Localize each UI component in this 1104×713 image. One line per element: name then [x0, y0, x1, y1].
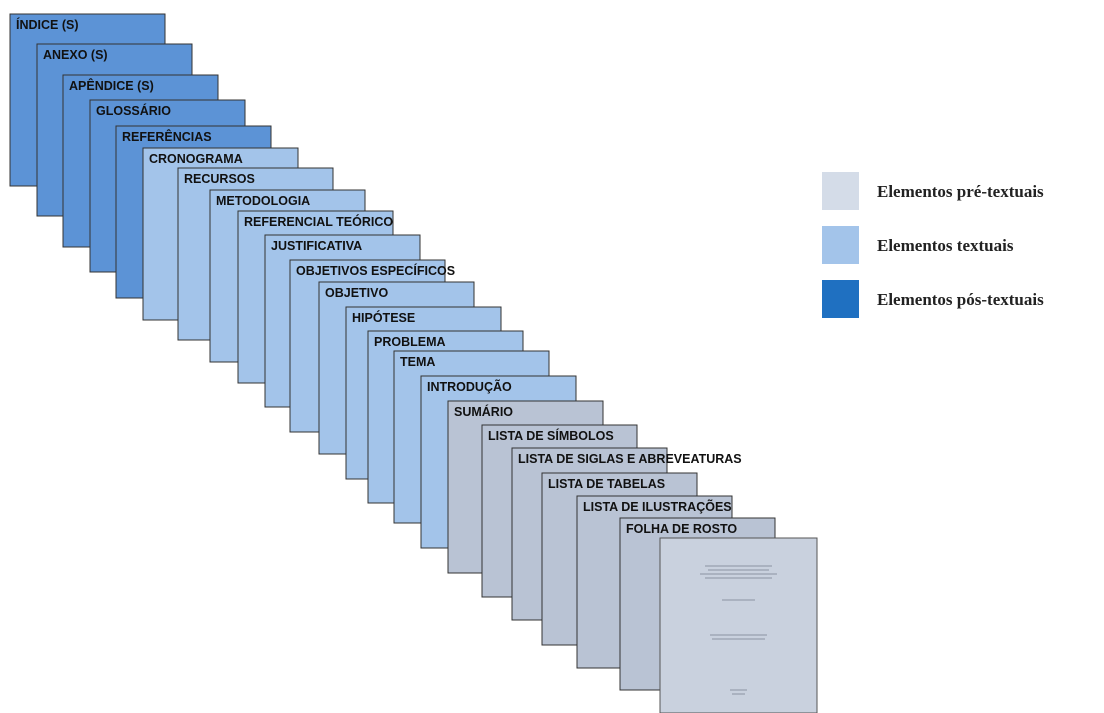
page-label: JUSTIFICATIVA: [271, 239, 362, 253]
page-label: REFERENCIAL TEÓRICO: [244, 214, 393, 229]
page-label: HIPÓTESE: [352, 310, 415, 325]
page-label: LISTA DE SÍMBOLOS: [488, 428, 614, 443]
legend-swatch: [822, 172, 859, 210]
page-label: INTRODUÇÃO: [427, 379, 512, 394]
page-label: LISTA DE ILUSTRAÇÕES: [583, 499, 732, 514]
legend: Elementos pré-textuais Elementos textuais…: [822, 172, 1044, 318]
page-label: LISTA DE SIGLAS E ABREVEATURAS: [518, 452, 742, 466]
page-label: CRONOGRAMA: [149, 152, 243, 166]
page-label: OBJETIVO: [325, 286, 388, 300]
page-label: SUMÁRIO: [454, 404, 513, 419]
legend-label: Elementos textuais: [877, 236, 1014, 255]
page-label: TEMA: [400, 355, 435, 369]
legend-swatch: [822, 280, 859, 318]
page-label: GLOSSÁRIO: [96, 103, 171, 118]
page-stack: ÍNDICE (S) ANEXO (S) APÊNDICE (S) GLOSSÁRIO…: [9, 13, 776, 691]
page-label: ANEXO (S): [43, 48, 108, 62]
page-label: ÍNDICE (S): [16, 17, 79, 32]
page-label: METODOLOGIA: [216, 194, 310, 208]
page-label: RECURSOS: [184, 172, 255, 186]
legend-label: Elementos pós-textuais: [877, 290, 1044, 309]
title-page: [659, 537, 818, 713]
page-label: FOLHA DE ROSTO: [626, 522, 737, 536]
page-label: LISTA DE TABELAS: [548, 477, 665, 491]
page-label: REFERÊNCIAS: [122, 129, 212, 144]
legend-swatch: [822, 226, 859, 264]
page-label: OBJETIVOS ESPECÍFICOS: [296, 263, 455, 278]
legend-label: Elementos pré-textuais: [877, 182, 1044, 201]
page-label: PROBLEMA: [374, 335, 446, 349]
page-label: APÊNDICE (S): [69, 78, 154, 93]
